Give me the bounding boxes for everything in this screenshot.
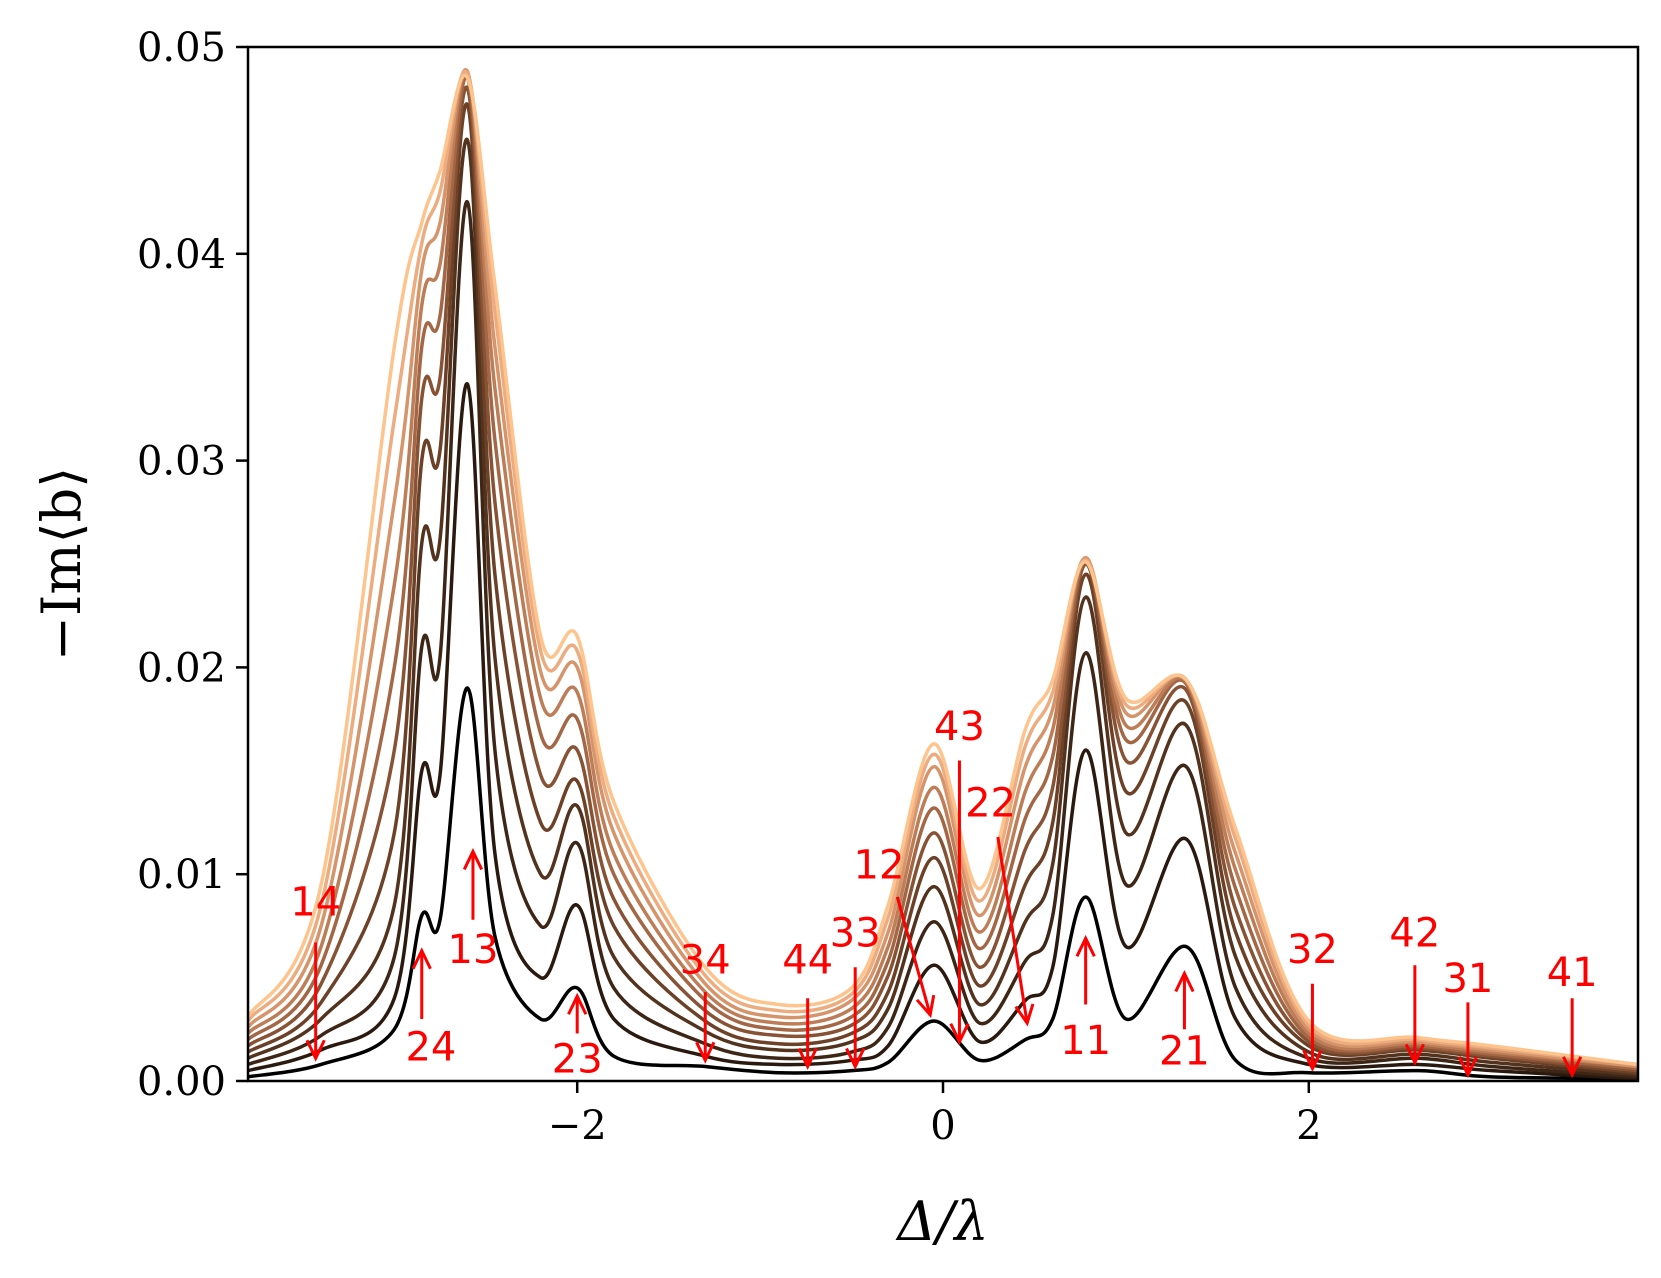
annotation-43: 43	[934, 704, 985, 1046]
annotation-arrow-head	[915, 994, 936, 1019]
x-tick-label: 0	[930, 1103, 955, 1149]
annotation-12: 12	[854, 842, 936, 1019]
y-tick-label: 0.01	[137, 852, 226, 898]
annotation-label: 31	[1442, 956, 1493, 1002]
annotation-label: 34	[680, 937, 731, 983]
series-curve-8	[248, 68, 1638, 1069]
series-curve-11	[248, 73, 1638, 1067]
x-tick-label: −2	[548, 1103, 607, 1149]
annotation-label: 23	[552, 1037, 603, 1083]
annotation-arrow-head	[462, 848, 484, 871]
annotation-arrow-head	[1302, 1049, 1323, 1073]
annotation-label: 11	[1060, 1018, 1111, 1064]
annotation-arrow-head	[1075, 934, 1096, 957]
annotation-label: 21	[1159, 1028, 1210, 1074]
series-curve-7	[248, 74, 1638, 1071]
annotation-arrow-head	[845, 1047, 866, 1070]
annotation-11: 11	[1060, 934, 1111, 1064]
series-curve-9	[248, 67, 1638, 1069]
annotation-arrow-head	[305, 1039, 326, 1062]
x-tick-label: 2	[1296, 1103, 1321, 1149]
y-tick-label: 0.03	[137, 439, 226, 485]
annotation-33: 33	[830, 911, 881, 1070]
annotation-label: 42	[1389, 911, 1440, 957]
annotation-22: 22	[965, 780, 1035, 1027]
annotation-label: 33	[830, 911, 881, 957]
annotation-arrow-head	[1457, 1056, 1478, 1079]
annotation-label: 32	[1287, 927, 1338, 973]
annotation-arrow-shaft	[895, 896, 932, 1016]
annotation-label: 14	[290, 880, 341, 926]
y-tick-label: 0.02	[137, 645, 226, 691]
annotation-23: 23	[552, 992, 603, 1083]
series-curve-2	[248, 382, 1638, 1081]
annotation-label: 12	[854, 842, 905, 888]
annotation-32: 32	[1287, 927, 1338, 1073]
annotation-24: 24	[405, 947, 456, 1070]
annotation-label: 13	[448, 927, 499, 973]
annotation-arrow-head	[1562, 1056, 1583, 1079]
series-curve-3	[248, 200, 1638, 1079]
annotation-21: 21	[1159, 970, 1210, 1074]
annotation-arrow-head	[411, 947, 432, 970]
y-tick-label: 0.04	[137, 232, 226, 278]
ticks-layer: −2 0 2 0.00 0.01 0.02 0.03 0.04 0.05	[137, 25, 1322, 1149]
annotation-label: 43	[934, 704, 985, 750]
y-tick-label: 0.05	[137, 25, 226, 71]
annotation-arrow-head	[949, 1023, 970, 1046]
y-tick-label: 0.00	[137, 1059, 226, 1105]
annotation-42: 42	[1389, 911, 1440, 1066]
annotation-14: 14	[290, 880, 341, 1062]
annotation-arrow-head	[1404, 1043, 1425, 1066]
annotation-label: 41	[1547, 950, 1598, 996]
annotation-arrow-head	[797, 1047, 818, 1070]
annotation-arrow-head	[695, 1041, 716, 1064]
annotation-31: 31	[1442, 956, 1493, 1079]
annotation-13: 13	[448, 848, 499, 973]
series-curve-5	[248, 102, 1638, 1075]
annotation-arrow-head	[1174, 970, 1195, 993]
annotation-label: 22	[965, 780, 1016, 826]
annotation-arrow-shaft	[996, 836, 1029, 1024]
annotation-label: 44	[782, 937, 833, 983]
series-curve-4	[248, 137, 1638, 1077]
annotation-arrow-head	[567, 992, 588, 1015]
x-axis-title: Δ/λ	[895, 1190, 988, 1253]
annotation-41: 41	[1547, 950, 1598, 1079]
series-curve-1	[248, 686, 1638, 1081]
series-curve-6	[248, 85, 1638, 1073]
annotation-label: 24	[405, 1024, 456, 1070]
annotation-arrow-head	[1014, 1003, 1035, 1027]
y-axis-title: −Im⟨b⟩	[30, 467, 93, 661]
annotation-34: 34	[680, 937, 731, 1064]
annotation-44: 44	[782, 937, 833, 1070]
series-layer	[248, 67, 1638, 1081]
